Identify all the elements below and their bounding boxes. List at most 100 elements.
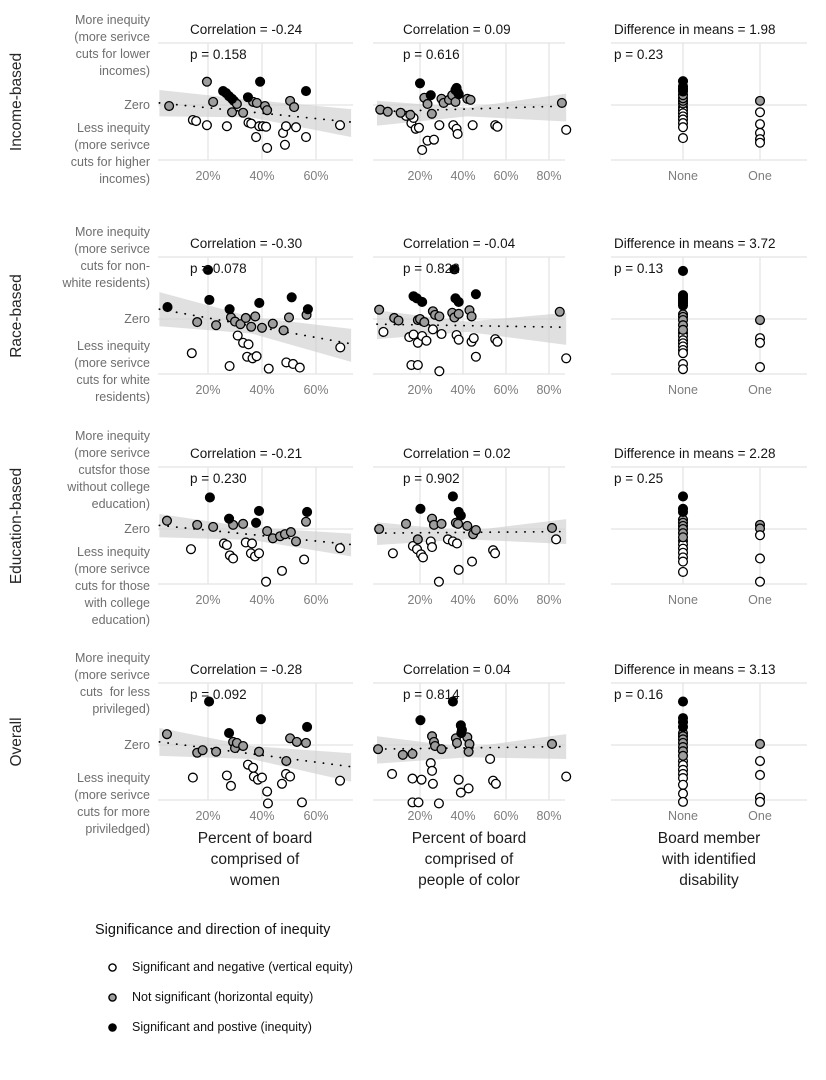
data-point (256, 322, 268, 333)
data-point (302, 506, 313, 517)
data-point (191, 115, 202, 127)
data-point (250, 311, 261, 322)
data-point (677, 788, 689, 799)
data-point (253, 746, 265, 757)
data-point (224, 360, 235, 372)
y-label-zero: Zero (124, 312, 150, 326)
y-label-less-inequity: Less inequity (more serivce cuts for white… (74, 339, 150, 404)
row-label-education: Education-based (0, 434, 34, 612)
data-point (546, 522, 558, 534)
data-point (208, 521, 219, 532)
data-point (677, 779, 689, 790)
plot-svg: Correlation = 0.02 p = 0.902 20% 40% 60% 80% (373, 446, 568, 607)
data-point (561, 771, 572, 782)
x-tick-label: 60% (303, 383, 328, 397)
data-point (677, 324, 689, 335)
stat-annotation: Correlation = -0.04 (403, 236, 516, 251)
data-point (468, 333, 479, 344)
data-point (677, 750, 689, 761)
data-point (224, 728, 235, 739)
data-point (226, 93, 238, 104)
legend-item-negative: Significant and negative (vertical equit… (106, 952, 826, 982)
data-point (677, 556, 689, 567)
data-point (261, 576, 272, 587)
confidence-ribbon (159, 90, 352, 138)
p-value-annotation: p = 0.25 (614, 471, 663, 486)
x-tick-label: 80% (536, 169, 561, 183)
data-point (433, 576, 444, 587)
data-point (300, 132, 312, 143)
data-point (300, 85, 312, 97)
row-label-text: Overall (8, 717, 25, 767)
data-point (426, 108, 437, 119)
p-value-annotation: p = 0.902 (403, 471, 460, 486)
data-point (238, 518, 249, 529)
data-point (677, 300, 689, 311)
black-circle-icon (108, 1022, 117, 1032)
data-point (456, 728, 467, 739)
row-label-text: Education-based (8, 467, 25, 585)
x-tick-label: 20% (195, 169, 220, 183)
data-point (373, 744, 384, 755)
data-point (453, 774, 464, 785)
chart-row-income: Income-based More inequity (more serivce c… (0, 10, 807, 188)
data-point (677, 696, 689, 707)
data-point (485, 753, 496, 765)
p-value-annotation: p = 0.078 (190, 261, 247, 276)
data-point (466, 556, 478, 567)
data-point (291, 736, 302, 747)
data-point (197, 745, 208, 756)
data-point (677, 265, 689, 276)
data-point (415, 715, 426, 726)
data-point (299, 554, 310, 565)
plot-svg: Correlation = -0.21 p = 0.230 20% 40% 60% (158, 446, 353, 607)
stat-annotation: Correlation = -0.28 (190, 662, 302, 677)
x-axis-title-disability: Board member with identified disability (657, 830, 761, 889)
legend-title: Significance and direction of inequity (95, 922, 331, 938)
data-point (412, 534, 423, 545)
p-value-annotation: p = 0.230 (190, 471, 247, 486)
stat-annotation: Correlation = 0.02 (403, 446, 511, 461)
data-point (434, 120, 445, 131)
data-point (754, 314, 766, 326)
x-tick-label: 60% (493, 809, 518, 823)
panel-overall-women: Correlation = -0.28 p = 0.092 20% 40% 60% (158, 650, 353, 828)
data-point (253, 548, 265, 559)
data-point (382, 106, 393, 117)
plot-svg: Correlation = -0.28 p = 0.092 20% 40% 60% (158, 662, 353, 823)
y-label-more-inequity: More inequity (more serivce cutsfor those w… (67, 429, 150, 511)
data-point (754, 796, 766, 807)
data-point (407, 748, 418, 759)
data-point (465, 94, 476, 105)
plot-svg: Difference in means = 3.13 p = 0.16 None On… (611, 662, 807, 823)
x-tick-label: None (668, 169, 698, 183)
x-tick-label: 40% (450, 383, 475, 397)
data-point (451, 737, 463, 748)
data-point (300, 737, 312, 748)
data-point (416, 774, 427, 785)
data-point (334, 543, 346, 554)
x-tick-label: One (748, 169, 772, 183)
data-point (262, 142, 273, 153)
data-point (433, 798, 444, 809)
data-point (262, 105, 273, 116)
p-value-annotation: p = 0.13 (614, 261, 663, 276)
data-point (425, 90, 436, 101)
p-value-annotation: p = 0.16 (614, 687, 663, 702)
data-point (302, 721, 313, 732)
x-tick-label: 20% (407, 383, 432, 397)
data-point (677, 122, 689, 133)
data-point (400, 518, 412, 529)
data-point (263, 363, 274, 374)
data-point (201, 120, 212, 131)
x-tick-label: 20% (195, 593, 220, 607)
data-point (466, 311, 477, 322)
data-point (677, 348, 689, 359)
x-tick-label: 20% (407, 809, 432, 823)
panel-overall-poc: Correlation = 0.04 p = 0.814 20% 40% 60% 80% (373, 650, 572, 828)
data-point (261, 121, 272, 132)
data-point (246, 538, 258, 549)
data-point (546, 738, 558, 750)
data-point (240, 312, 251, 324)
